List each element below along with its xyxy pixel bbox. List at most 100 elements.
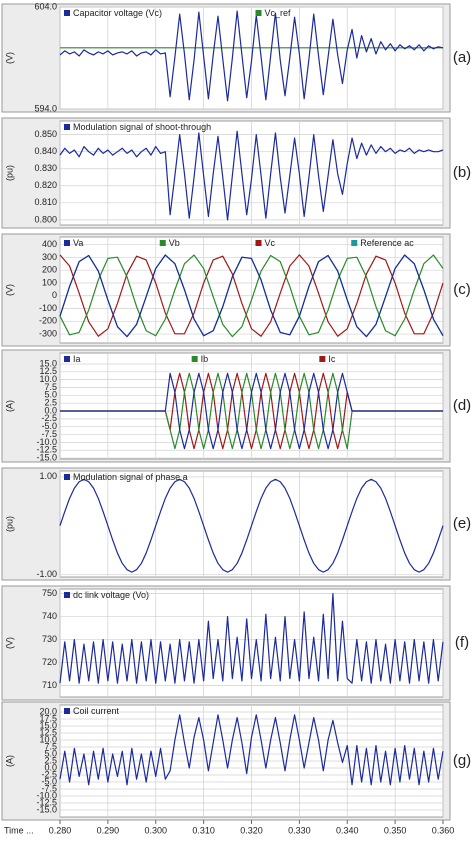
- y-tick-label: 0.810: [34, 197, 57, 207]
- legend-label: Modulation signal of phase a: [73, 472, 188, 482]
- y-tick-label: 0.820: [34, 180, 57, 190]
- y-axis-label: (pu): [4, 516, 14, 532]
- y-tick-label: -7.5: [41, 783, 57, 793]
- y-tick-label: 7.5: [44, 382, 57, 392]
- x-tick-label: 0.360: [432, 825, 455, 835]
- panel-label: (f): [455, 634, 469, 651]
- series-line: [59, 10, 444, 102]
- y-tick-label: -300: [39, 328, 57, 338]
- y-tick-label: -2.5: [41, 413, 57, 423]
- panel-label: (e): [453, 515, 471, 532]
- series-line: [59, 593, 444, 684]
- y-axis-label: (V): [4, 284, 14, 296]
- legend-label: Reference ac: [360, 238, 414, 248]
- legend-swatch: [64, 240, 70, 246]
- y-tick-label: 2.5: [44, 398, 57, 408]
- y-tick-label: 15.0: [39, 720, 57, 730]
- y-tick-label: 20.0: [39, 706, 57, 716]
- legend-swatch: [319, 356, 326, 362]
- y-tick-label: -15.0: [36, 452, 57, 462]
- y-axis-label: (V): [4, 52, 14, 64]
- y-tick-label: 740: [42, 611, 57, 621]
- series-line: [59, 130, 444, 221]
- x-tick-label: 0.290: [97, 825, 120, 835]
- legend-label: Capacitor voltage (Vc): [73, 8, 162, 18]
- legend-swatch: [351, 240, 358, 246]
- legend-swatch: [64, 124, 70, 130]
- y-tick-label: -5.0: [41, 776, 57, 786]
- y-tick-label: -15.0: [36, 804, 57, 814]
- y-tick-label: -10.0: [36, 790, 57, 800]
- legend-label: dc link voltage (Vo): [73, 590, 149, 600]
- x-tick-label: 0.310: [192, 825, 215, 835]
- x-tick-label: 0.340: [336, 825, 359, 835]
- y-tick-label: 5.0: [44, 748, 57, 758]
- panel-label: (a): [453, 49, 471, 66]
- y-tick-label: 710: [42, 680, 57, 690]
- y-axis-label: (A): [4, 755, 14, 767]
- y-tick-label: 594.0: [34, 103, 57, 113]
- x-tick-label: 0.350: [384, 825, 407, 835]
- series-line: [60, 372, 443, 450]
- y-tick-label: 7.5: [44, 741, 57, 751]
- y-tick-label: 730: [42, 634, 57, 644]
- y-tick-label: 750: [42, 588, 57, 598]
- panel-label: (d): [453, 397, 471, 414]
- legend-swatch: [159, 240, 166, 246]
- x-axis-label: Time ...: [4, 825, 34, 835]
- legend-swatch: [64, 708, 70, 714]
- y-axis-label: (A): [4, 400, 14, 412]
- panel-label: (g): [453, 752, 471, 769]
- y-tick-label: -12.5: [36, 445, 57, 455]
- panel-label: (b): [453, 164, 471, 181]
- y-tick-label: 12.5: [39, 727, 57, 737]
- legend-label: Coil current: [73, 706, 120, 716]
- y-tick-label: 0.0: [44, 405, 57, 415]
- legend-label: Ia: [73, 354, 81, 364]
- y-tick-label: -200: [39, 316, 57, 326]
- y-tick-label: 2.5: [44, 755, 57, 765]
- y-tick-label: 17.5: [39, 713, 57, 723]
- y-tick-label: 0.850: [34, 129, 57, 139]
- y-tick-label: 100: [42, 277, 57, 287]
- y-axis-label: (pu): [4, 165, 14, 181]
- y-tick-label: 1.00: [39, 471, 57, 481]
- y-tick-label: -1.00: [36, 569, 57, 579]
- legend-label: Vc_ref: [265, 8, 292, 18]
- legend-swatch: [255, 240, 262, 246]
- y-tick-label: 720: [42, 657, 57, 667]
- y-tick-label: 10.0: [39, 734, 57, 744]
- y-axis-label: (V): [4, 637, 14, 649]
- legend-swatch: [64, 10, 70, 16]
- legend-label: Modulation signal of shoot-through: [73, 122, 211, 132]
- y-tick-label: 0.840: [34, 146, 57, 156]
- y-tick-label: 0.0: [44, 762, 57, 772]
- series-line: [59, 714, 444, 786]
- x-tick-label: 0.320: [240, 825, 263, 835]
- y-tick-label: 200: [42, 265, 57, 275]
- legend-swatch: [64, 474, 70, 480]
- y-tick-label: -10.0: [36, 437, 57, 447]
- y-tick-label: 400: [42, 239, 57, 249]
- legend-label: Vb: [169, 238, 180, 248]
- legend-swatch: [64, 356, 70, 362]
- legend-label: Va: [73, 238, 83, 248]
- x-tick-label: 0.300: [144, 825, 167, 835]
- panel-label: (c): [453, 281, 471, 298]
- legend-swatch: [255, 10, 262, 16]
- y-tick-label: -2.5: [41, 769, 57, 779]
- y-tick-label: 604.0: [34, 1, 57, 11]
- legend-label: Ic: [328, 354, 336, 364]
- y-tick-label: -7.5: [41, 429, 57, 439]
- legend-swatch: [191, 356, 198, 362]
- y-tick-label: 5.0: [44, 390, 57, 400]
- y-tick-label: 0.830: [34, 163, 57, 173]
- y-tick-label: -12.5: [36, 797, 57, 807]
- series-line: [59, 478, 444, 573]
- y-tick-label: -100: [39, 303, 57, 313]
- legend-label: Vc: [265, 238, 276, 248]
- x-tick-label: 0.330: [288, 825, 311, 835]
- y-tick-label: 10.0: [39, 374, 57, 384]
- y-tick-label: -5.0: [41, 421, 57, 431]
